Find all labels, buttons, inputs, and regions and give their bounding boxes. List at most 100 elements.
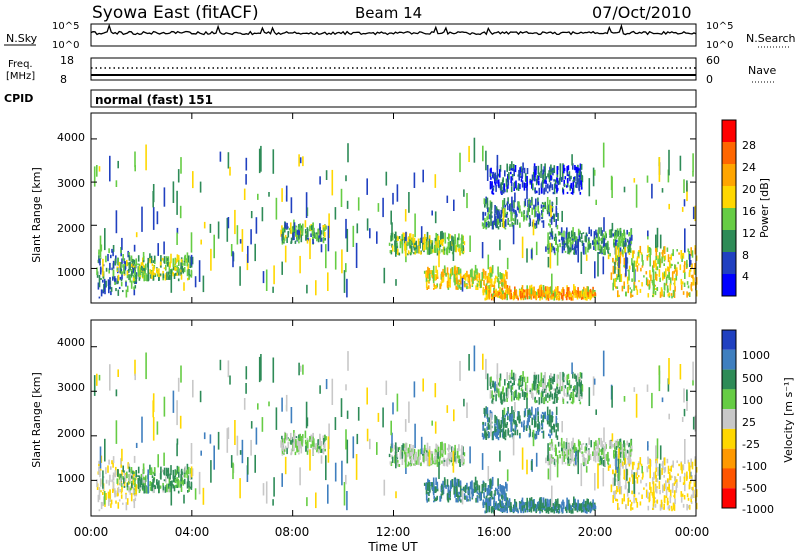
power-data-cell bbox=[448, 248, 451, 254]
velocity-data-cell bbox=[117, 486, 120, 494]
velocity-data-cell bbox=[587, 459, 589, 464]
velocity-data-cell bbox=[488, 432, 490, 438]
power-data-cell bbox=[618, 294, 620, 297]
velocity-data-cell bbox=[152, 478, 154, 488]
power-data-cell bbox=[449, 241, 452, 249]
power-data-cell bbox=[614, 229, 617, 237]
velocity-data-cell bbox=[515, 502, 518, 508]
velocity-data-cell bbox=[442, 480, 444, 490]
velocity-data-cell bbox=[345, 384, 347, 391]
power-data-cell bbox=[556, 179, 558, 183]
velocity-data-cell bbox=[189, 473, 191, 480]
power-data-cell bbox=[312, 242, 315, 244]
velocity-data-cell bbox=[180, 486, 183, 492]
power-data-cell bbox=[526, 288, 528, 297]
velocity-data-cell bbox=[550, 508, 552, 513]
power-data-cell bbox=[494, 216, 497, 222]
velocity-data-cell bbox=[492, 397, 495, 401]
velocity-data-cell bbox=[464, 484, 467, 493]
power-data-cell bbox=[448, 241, 451, 250]
velocity-data-cell bbox=[290, 440, 292, 445]
power-data-cell bbox=[532, 183, 534, 191]
power-data-cell bbox=[168, 271, 170, 276]
power-data-cell bbox=[489, 285, 492, 294]
power-data-cell bbox=[666, 247, 669, 252]
power-data-cell bbox=[398, 252, 401, 256]
power-data-cell bbox=[690, 264, 693, 267]
velocity-data-cell bbox=[376, 442, 378, 455]
velocity-data-cell bbox=[553, 388, 555, 391]
power-data-cell bbox=[631, 258, 633, 266]
velocity-data-cell bbox=[268, 401, 270, 407]
power-data-cell bbox=[690, 284, 692, 290]
velocity-data-cell bbox=[346, 439, 349, 464]
power-data-cell bbox=[176, 254, 179, 262]
velocity-data-cell bbox=[461, 452, 463, 460]
power-data-cell bbox=[466, 283, 468, 290]
power-data-cell bbox=[579, 230, 581, 234]
velocity-data-cell bbox=[488, 491, 490, 496]
power-data-cell bbox=[402, 232, 404, 241]
velocity-data-cell bbox=[459, 360, 461, 381]
power-data-cell bbox=[647, 230, 649, 237]
power-data-cell bbox=[540, 185, 543, 194]
velocity-data-cell bbox=[526, 459, 528, 475]
power-cb-tick-16: 16 bbox=[742, 205, 756, 218]
power-data-cell bbox=[548, 185, 551, 189]
power-data-cell bbox=[435, 241, 437, 249]
velocity-data-cell bbox=[534, 378, 536, 387]
velocity-data-cell bbox=[168, 488, 170, 493]
power-data-cell bbox=[510, 213, 512, 222]
power-data-cell bbox=[143, 272, 145, 282]
velocity-data-cell bbox=[461, 490, 464, 505]
power-data-cell bbox=[517, 185, 519, 189]
freq-right-tick-top: 60 bbox=[706, 54, 720, 67]
velocity-data-cell bbox=[500, 420, 502, 429]
power-data-cell bbox=[617, 269, 620, 278]
velocity-data-cell bbox=[411, 451, 413, 457]
power-data-cell bbox=[626, 276, 629, 285]
velocity-data-cell bbox=[571, 397, 574, 405]
power-data-cell bbox=[298, 241, 300, 244]
power-data-cell bbox=[320, 244, 323, 253]
power-data-cell bbox=[456, 287, 459, 290]
power-data-cell bbox=[630, 241, 633, 245]
power-data-cell bbox=[434, 244, 436, 252]
power-data-cell bbox=[683, 179, 685, 193]
power-data-cell bbox=[434, 174, 437, 188]
power-data-cell bbox=[295, 225, 298, 228]
velocity-data-cell bbox=[572, 371, 574, 379]
power-data-cell bbox=[177, 169, 180, 183]
power-data-cell bbox=[615, 245, 617, 259]
power-data-cell bbox=[438, 240, 441, 245]
velocity-data-cell bbox=[537, 407, 539, 416]
power-data-cell bbox=[692, 206, 695, 220]
velocity-data-cell bbox=[555, 499, 557, 508]
velocity-data-cell bbox=[147, 469, 149, 494]
power-data-cell bbox=[468, 145, 470, 162]
velocity-data-cell bbox=[512, 504, 515, 509]
velocity-data-cell bbox=[561, 421, 563, 433]
velocity-data-cell bbox=[145, 485, 147, 494]
power-data-cell bbox=[447, 287, 450, 290]
power-data-cell bbox=[109, 277, 111, 280]
velocity-data-cell bbox=[552, 457, 555, 462]
velocity-data-cell bbox=[673, 505, 676, 511]
velocity-data-cell bbox=[257, 403, 259, 410]
velocity-data-cell bbox=[614, 490, 616, 499]
velocity-data-cell bbox=[633, 387, 636, 392]
power-data-cell bbox=[571, 240, 574, 245]
power-data-cell bbox=[98, 275, 101, 288]
velocity-data-cell bbox=[488, 508, 491, 513]
velocity-data-cell bbox=[669, 475, 672, 481]
power-data-cell bbox=[476, 286, 479, 290]
velocity-data-cell bbox=[564, 506, 567, 511]
velocity-data-cell bbox=[568, 509, 571, 512]
power-data-cell bbox=[521, 172, 524, 177]
power-data-cell bbox=[133, 260, 136, 263]
velocity-data-cell bbox=[606, 454, 608, 461]
power-data-cell bbox=[552, 296, 554, 299]
power-data-cell bbox=[188, 255, 190, 263]
velocity-data-cell bbox=[498, 493, 500, 501]
velocity-data-cell bbox=[586, 508, 588, 512]
